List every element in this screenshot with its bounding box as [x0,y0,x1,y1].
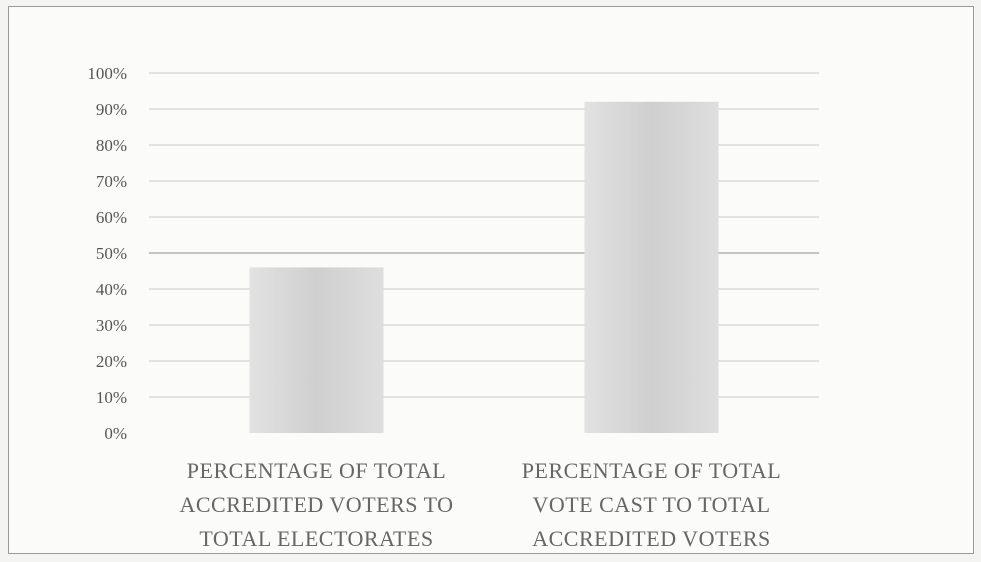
category-label-line: VOTE CAST TO TOTAL [532,492,770,517]
y-tick-label: 20% [96,352,127,371]
category-label-1: PERCENTAGE OF TOTAL ACCREDITED VOTERS TO T… [179,458,453,551]
category-label-line: TOTAL ELECTORATES [199,526,433,551]
y-tick-label: 10% [96,388,127,407]
bar-2 [585,102,719,433]
bar-chart: 0% 10% 20% 30% 40% 50% 60% 70% 80% 90% 100% PERCEN… [9,7,975,555]
category-label-line: PERCENTAGE OF TOTAL [187,458,446,483]
category-label-2: PERCENTAGE OF TOTAL VOTE CAST TO TOTAL ACC… [522,458,781,551]
y-tick-label: 80% [96,136,127,155]
y-tick-label: 90% [96,100,127,119]
bar-1 [250,267,384,433]
y-tick-label: 30% [96,316,127,335]
category-label-line: PERCENTAGE OF TOTAL [522,458,781,483]
bars [250,102,719,433]
category-label-line: ACCREDITED VOTERS TO [179,492,453,517]
y-tick-label: 50% [96,244,127,263]
chart-frame: 0% 10% 20% 30% 40% 50% 60% 70% 80% 90% 100% PERCEN… [8,6,974,554]
y-tick-label: 0% [104,424,127,443]
category-labels: PERCENTAGE OF TOTAL ACCREDITED VOTERS TO T… [179,458,781,551]
y-tick-label: 70% [96,172,127,191]
category-label-line: ACCREDITED VOTERS [532,526,771,551]
y-tick-label: 100% [87,64,127,83]
y-tick-label: 60% [96,208,127,227]
y-axis-tick-labels: 0% 10% 20% 30% 40% 50% 60% 70% 80% 90% 100% [87,64,127,443]
y-tick-label: 40% [96,280,127,299]
